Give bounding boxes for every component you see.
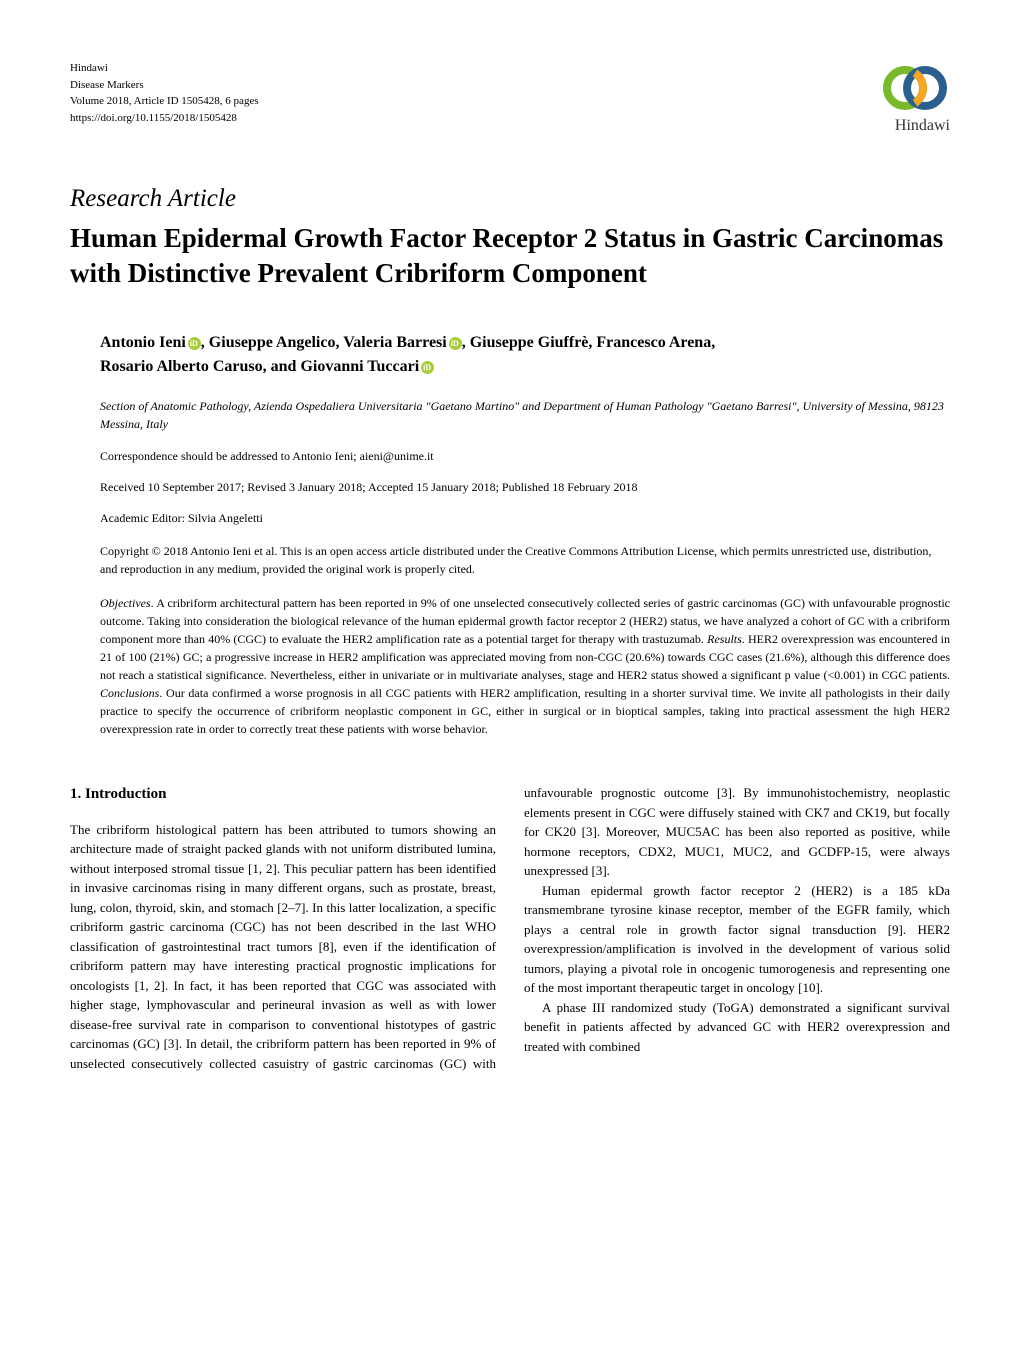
section-heading: 1. Introduction: [70, 783, 496, 806]
copyright-notice: Copyright © 2018 Antonio Ieni et al. Thi…: [70, 542, 950, 578]
volume-info: Volume 2018, Article ID 1505428, 6 pages: [70, 93, 259, 110]
article-type: Research Article: [70, 185, 950, 213]
correspondence: Correspondence should be addressed to An…: [70, 449, 950, 464]
abstract: Objectives. A cribriform architectural p…: [70, 594, 950, 738]
journal-info: Hindawi Disease Markers Volume 2018, Art…: [70, 60, 259, 126]
logo-circles-icon: [880, 60, 950, 115]
author-name: Rosario Alberto Caruso, and Giovanni Tuc…: [100, 358, 419, 375]
journal-name: Disease Markers: [70, 77, 259, 94]
body-paragraph: Human epidermal growth factor receptor 2…: [524, 881, 950, 998]
publisher: Hindawi: [70, 60, 259, 77]
academic-editor: Academic Editor: Silvia Angeletti: [70, 511, 950, 526]
author-name: , Giuseppe Giuffrè, Francesco Arena,: [462, 334, 715, 351]
abstract-conclusions-text: . Our data confirmed a worse prognosis i…: [100, 686, 950, 736]
affiliation: Section of Anatomic Pathology, Azienda O…: [70, 397, 950, 433]
orcid-icon: [188, 337, 201, 350]
abstract-objectives-label: Objectives: [100, 596, 151, 610]
author-name: , Giuseppe Angelico, Valeria Barresi: [201, 334, 447, 351]
abstract-results-label: Results: [707, 632, 742, 646]
orcid-icon: [421, 361, 434, 374]
article-title: Human Epidermal Growth Factor Receptor 2…: [70, 221, 950, 291]
abstract-conclusions-label: Conclusions: [100, 686, 159, 700]
body-paragraph: A phase III randomized study (ToGA) demo…: [524, 998, 950, 1057]
author-name: Antonio Ieni: [100, 334, 186, 351]
publisher-logo: Hindawi: [880, 60, 950, 135]
orcid-icon: [449, 337, 462, 350]
publication-dates: Received 10 September 2017; Revised 3 Ja…: [70, 480, 950, 495]
logo-brand-text: Hindawi: [895, 117, 950, 135]
doi: https://doi.org/10.1155/2018/1505428: [70, 110, 259, 127]
authors-list: Antonio Ieni , Giuseppe Angelico, Valeria…: [70, 331, 950, 379]
body-content: 1. Introduction The cribriform histologi…: [70, 783, 950, 1073]
